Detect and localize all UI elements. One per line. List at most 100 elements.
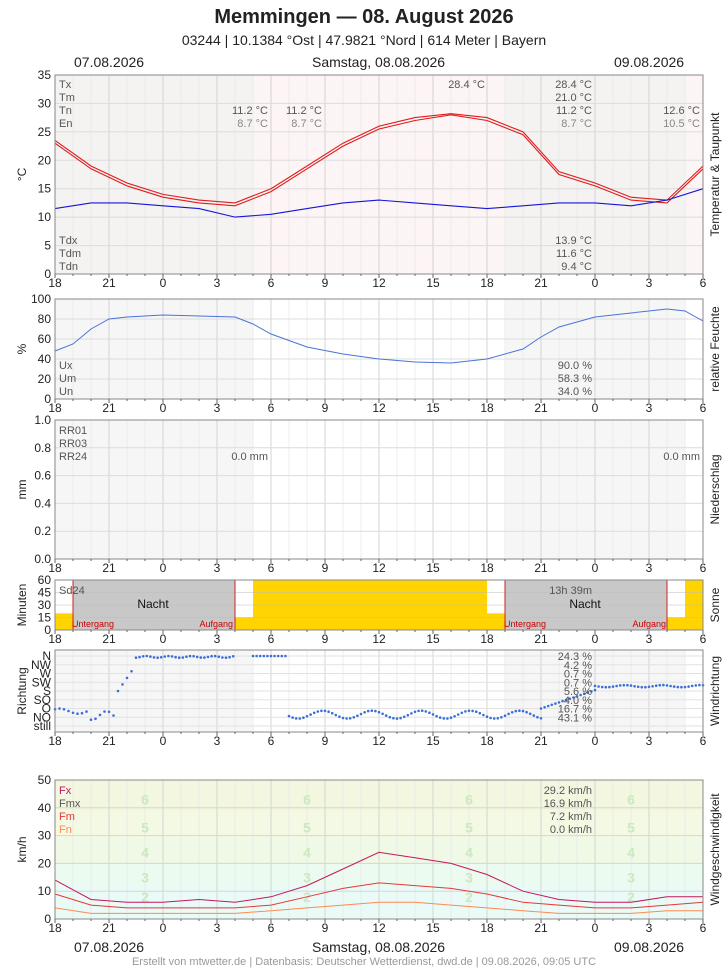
wind-xtick-11: 3	[646, 921, 653, 935]
dir-point-143	[593, 684, 597, 688]
dir-point-155	[636, 685, 640, 689]
dir-point-43	[224, 656, 228, 659]
dir-point-11	[103, 710, 106, 713]
rain-side-label: Niederschlag	[708, 454, 722, 524]
wind-bft-1-4: 4	[303, 844, 311, 860]
hum-xtick-4: 6	[268, 401, 275, 415]
dir-side-label: Windrichtung	[708, 656, 722, 726]
temp-ann-tn: 11.2 °C	[556, 105, 592, 117]
date-right-bottom: 09.08.2026	[614, 939, 685, 955]
dir-point-69	[334, 713, 338, 717]
dir-point-33	[188, 654, 192, 658]
dir-point-16	[125, 676, 129, 680]
dir-pct-NO: 43.1 %	[558, 712, 592, 724]
dir-xtick-1: 21	[102, 734, 116, 748]
dir-point-30	[177, 656, 181, 659]
dir-point-39	[210, 654, 213, 658]
dir-ylabel: Richtung	[15, 667, 29, 714]
temp-series-Td	[54, 188, 704, 218]
temp-ytick-7: 35	[38, 68, 52, 82]
dir-point-139	[582, 692, 586, 696]
dir-point-133	[561, 699, 564, 703]
dir-point-45	[231, 655, 235, 658]
dir-point-159	[651, 685, 654, 688]
dir-point-109	[478, 711, 482, 715]
dir-point-115	[500, 716, 503, 719]
wind-xtick-2: 0	[160, 921, 167, 935]
dir-ytick-O: O	[42, 702, 51, 716]
dir-point-15	[121, 683, 124, 686]
date-right-top: 09.08.2026	[614, 54, 685, 70]
sun-xtick-7: 15	[426, 632, 440, 646]
dir-point-22	[149, 655, 152, 658]
dir-point-105	[464, 710, 467, 713]
wind-legend-fmx: Fmx	[59, 798, 81, 810]
dir-point-70	[338, 715, 341, 718]
dir-point-131	[554, 702, 557, 705]
dir-point-80	[374, 709, 377, 713]
wind-legend-fx: Fx	[59, 785, 72, 797]
sun-xtick-12: 6	[700, 632, 707, 646]
wind-bft-0-2: 2	[141, 889, 149, 905]
dir-pct-S: 5.6 %	[564, 686, 592, 698]
rain-xtick-6: 12	[372, 561, 386, 575]
wind-bft-0-6: 6	[141, 791, 149, 807]
hum-xtick-6: 12	[372, 401, 386, 415]
rain-ytick-0: 0.0	[34, 552, 51, 566]
wind-ytick-0: 0	[44, 912, 51, 926]
dir-point-84	[388, 715, 392, 719]
dir-point-78	[366, 709, 370, 713]
temp-ann-day1-tn: 11.2 °C	[232, 105, 268, 117]
sun-xtick-10: 0	[592, 632, 599, 646]
dir-point-9	[94, 717, 97, 721]
dir-point-7	[85, 710, 88, 713]
sun-ann-aufgang-1: Aufgang	[199, 619, 233, 629]
dir-point-158	[647, 685, 651, 689]
dir-point-28	[170, 655, 174, 658]
hum-xtick-2: 0	[160, 401, 167, 415]
sun-ytick-1: 15	[38, 611, 52, 625]
dir-point-157	[644, 685, 647, 689]
sun-xtick-1: 21	[102, 632, 116, 646]
dir-point-165	[672, 685, 676, 688]
dir-point-51	[269, 654, 273, 658]
dir-point-60	[302, 716, 305, 719]
dir-xtick-10: 0	[592, 734, 599, 748]
dir-point-124	[532, 714, 536, 717]
wind-xtick-0: 18	[48, 921, 62, 935]
dir-point-93	[420, 709, 424, 712]
dir-point-98	[438, 716, 442, 719]
temp-xtick-8: 18	[480, 276, 494, 290]
dir-point-73	[348, 717, 352, 720]
hum-xtick-11: 3	[646, 401, 653, 415]
temp-xtick-9: 21	[534, 276, 548, 290]
temp-ytick-2: 10	[38, 210, 52, 224]
dir-point-12	[107, 710, 111, 714]
dir-point-35	[195, 655, 199, 659]
wind-side-label: Windgeschwindigkeit	[708, 793, 722, 906]
temp-xtick-5: 9	[322, 276, 329, 290]
sun-ylabel: Minuten	[15, 584, 29, 627]
dir-point-2	[62, 708, 66, 711]
dir-point-88	[402, 715, 406, 719]
hum-series-Ux	[54, 308, 704, 364]
dir-point-20	[141, 655, 145, 658]
sun-xtick-4: 6	[268, 632, 275, 646]
dir-point-154	[633, 685, 636, 688]
temp-ytick-3: 15	[38, 182, 52, 196]
dir-point-31	[181, 656, 185, 659]
dir-point-76	[359, 712, 363, 716]
temp-ytick-6: 30	[38, 96, 52, 110]
wind-xtick-5: 9	[322, 921, 329, 935]
temp-xtick-12: 6	[700, 276, 707, 290]
wind-xtick-1: 21	[102, 921, 116, 935]
dir-point-86	[395, 717, 399, 720]
rain-ann-day2: 0.0 mm	[663, 451, 700, 463]
rain-legend-rr01: RR01	[59, 425, 87, 437]
date-left-top: 07.08.2026	[74, 54, 145, 70]
dir-point-137	[575, 695, 579, 698]
temp-ann-day2-en: 8.7 °C	[291, 118, 322, 130]
rain-ytick-1: 0.2	[34, 524, 51, 538]
wind-ann-fx: 29.2 km/h	[544, 785, 592, 797]
sun-ytick-3: 45	[38, 586, 52, 600]
